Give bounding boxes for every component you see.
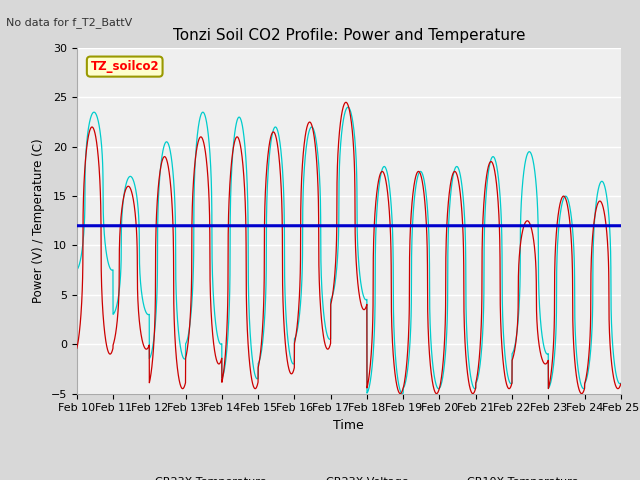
Text: TZ_soilco2: TZ_soilco2 xyxy=(90,60,159,73)
Title: Tonzi Soil CO2 Profile: Power and Temperature: Tonzi Soil CO2 Profile: Power and Temper… xyxy=(173,28,525,43)
X-axis label: Time: Time xyxy=(333,419,364,432)
Legend: CR23X Temperature, CR23X Voltage, CR10X Temperature: CR23X Temperature, CR23X Voltage, CR10X … xyxy=(115,473,583,480)
Y-axis label: Power (V) / Temperature (C): Power (V) / Temperature (C) xyxy=(32,139,45,303)
Text: No data for f_T2_BattV: No data for f_T2_BattV xyxy=(6,17,132,28)
